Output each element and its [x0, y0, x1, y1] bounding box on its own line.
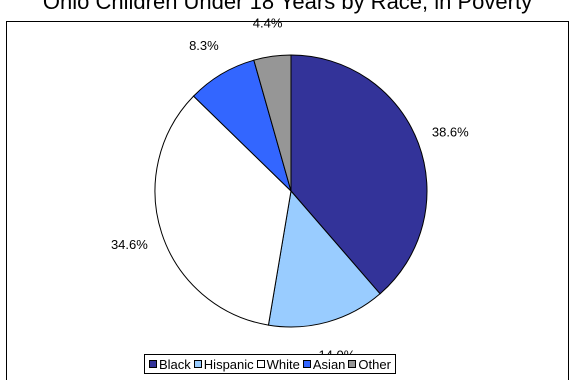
legend: Black Hispanic White Asian Other — [144, 354, 396, 374]
legend-item-black: Black — [149, 357, 191, 372]
legend-swatch-white — [256, 360, 265, 368]
pie-slice-black — [290, 54, 428, 295]
legend-item-other: Other — [348, 357, 391, 372]
pie-slices — [154, 54, 428, 328]
legend-swatch-asian — [302, 360, 311, 368]
chart-frame — [6, 21, 569, 380]
legend-swatch-hispanic — [193, 360, 202, 368]
pie-labels: 38.6%14.0%34.6%8.3%4.4% — [111, 16, 469, 363]
pie-slice-hispanic — [267, 189, 381, 328]
pie-label-asian: 8.3% — [189, 38, 219, 53]
pie-label-white: 34.6% — [111, 237, 148, 252]
legend-label-other: Other — [358, 356, 391, 372]
legend-label-hispanic: Hispanic — [203, 356, 254, 372]
chart-title: Ohio Children Under 18 Years by Race, in… — [42, 0, 533, 14]
pie-label-other: 4.4% — [253, 16, 283, 31]
legend-swatch-black — [149, 360, 157, 368]
pie-label-black: 38.6% — [432, 125, 469, 140]
legend-item-white: White — [256, 356, 300, 372]
legend-label-white: White — [266, 356, 300, 372]
legend-swatch-other — [348, 360, 357, 368]
legend-item-asian: Asian — [302, 356, 346, 372]
legend-label-asian: Asian — [312, 356, 346, 372]
legend-item-hispanic: Hispanic — [193, 356, 254, 372]
legend-label-black: Black — [159, 356, 191, 372]
pie-slice-other — [253, 54, 292, 192]
pie-slice-white — [154, 95, 292, 326]
